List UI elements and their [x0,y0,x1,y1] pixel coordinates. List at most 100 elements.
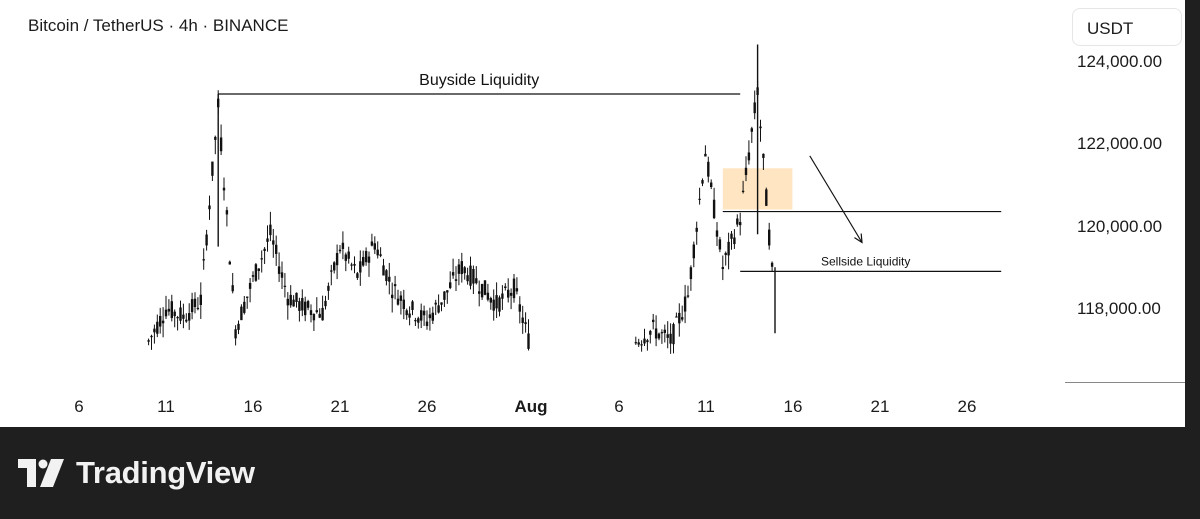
candle-body [269,224,272,236]
trend-arrow[interactable] [809,155,863,243]
candle-body [507,289,510,298]
candle-body [753,102,756,114]
candle-body [675,316,678,318]
candle-body [741,190,745,193]
candle-body [333,262,336,271]
candle-body [634,342,637,344]
candle-body [350,264,353,266]
candle-body [304,301,307,316]
candle-body [188,313,191,321]
candle-body [750,128,753,132]
candle-body [707,161,710,177]
y-tick-label: 118,000.00 [1077,299,1161,318]
candle-body [733,237,736,245]
candle-body [669,333,672,344]
candle-body [692,244,695,259]
candle-body [686,295,690,297]
candle-body [649,330,652,335]
candle-body [196,307,200,310]
candle-body [295,292,298,303]
chart-title: Bitcoin / TetherUS · 4h · BINANCE [28,16,289,35]
candle-body [443,291,446,300]
candle-body [721,267,724,270]
candle-body [385,270,388,282]
candle-body [214,136,217,140]
candle-body [417,318,420,323]
candle-body [237,323,240,330]
candle-body [463,267,466,274]
candle-body [718,239,722,250]
candle-body [480,284,484,298]
candle-body [292,299,295,307]
candle-body [396,298,400,305]
candle-body [678,312,681,324]
candle-body [501,293,504,299]
tradingview-brand[interactable]: TradingView [18,455,255,491]
candle-body [338,249,342,252]
candle-body [512,278,516,299]
candle-body [231,285,234,292]
candle-body [524,322,527,325]
candle-body [367,256,371,263]
candle-body [153,328,156,333]
candle-body [359,261,362,273]
candle-body [399,295,403,301]
candle-body [159,315,162,327]
candle-body [654,328,658,339]
candle-body [652,319,655,323]
candle-body [167,308,171,312]
candle-body [509,292,513,296]
price-chart[interactable]: Buyside Liquidity Sellside Liquidity [0,0,1185,427]
candle-body [695,227,698,232]
price-axis-divider [1065,382,1185,383]
x-tick-label: Aug [514,397,548,416]
candle-body [150,335,153,338]
candle-body [402,299,405,309]
candle-body [301,298,304,311]
candle-body [382,265,385,276]
y-tick-label: 120,000.00 [1077,217,1163,236]
candle-body [515,288,519,292]
candle-body [698,198,701,200]
candle-body [446,290,449,293]
candle-body [286,298,289,306]
currency-selector[interactable]: USDT [1072,8,1182,46]
candle-body [324,300,327,307]
candle-body [469,265,472,286]
candle-body [504,286,507,289]
brand-name: TradingView [76,455,255,490]
candle-body [495,295,498,309]
candle-body [710,182,713,188]
candle-body [182,314,185,319]
x-tick-label: 26 [417,397,437,416]
candle-body [489,298,492,303]
candle-body [437,305,440,313]
candle-body [643,338,646,344]
candle-body [156,321,159,334]
candle-body [457,264,461,274]
candle-body [672,324,675,345]
candle-body [263,248,266,251]
candle-body [393,284,397,287]
candle-body [199,294,202,305]
candle-body [724,252,727,256]
chart-panel[interactable]: Buyside Liquidity Sellside Liquidity Bitc… [0,0,1185,427]
candle-body [460,261,463,275]
candle-body [486,292,490,300]
candle-body [762,153,765,158]
y-tick-label: 124,000.00 [1077,52,1163,71]
x-tick-label: 26 [957,397,977,416]
candle-body [414,319,417,322]
candle-body [246,296,249,298]
candle-body [185,319,188,322]
candle-body [451,272,455,276]
candle-body [689,267,693,280]
candle-body [173,311,176,317]
candle-body [243,301,246,313]
candle-body [768,229,771,246]
candle-body [498,297,501,312]
candle-body [379,254,382,256]
candle-body [344,254,347,261]
candle-body [147,340,150,342]
candle-body [370,241,374,246]
